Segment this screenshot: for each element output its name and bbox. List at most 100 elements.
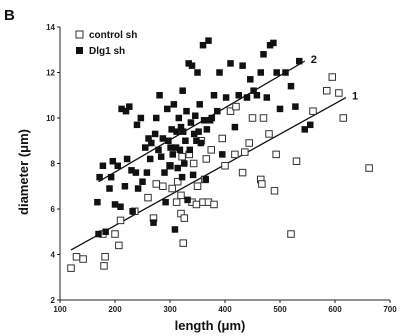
control-point bbox=[238, 168, 247, 177]
dlg1-point bbox=[235, 92, 242, 99]
y-ticks: 2 4 6 8 10 12 14 bbox=[46, 23, 60, 305]
y-tick-label: 6 bbox=[51, 205, 56, 214]
dlg1-point bbox=[117, 203, 124, 210]
control-point bbox=[259, 114, 268, 122]
dlg1-point bbox=[273, 69, 280, 76]
dlg1-point bbox=[214, 107, 221, 115]
dlg1-point bbox=[253, 92, 261, 99]
control-point bbox=[287, 230, 295, 238]
control-point bbox=[218, 134, 226, 143]
dlg1-point bbox=[219, 151, 226, 158]
control-point bbox=[258, 180, 266, 188]
control-point bbox=[144, 193, 152, 202]
dlg1-point bbox=[165, 137, 172, 144]
control-point bbox=[202, 155, 211, 163]
legend-label-control: control sh bbox=[89, 30, 137, 41]
dlg1-point bbox=[164, 105, 171, 113]
dlg1-point bbox=[227, 60, 234, 67]
control-point bbox=[339, 114, 347, 122]
y-tick-label: 2 bbox=[51, 296, 56, 305]
dlg1-point bbox=[167, 144, 174, 151]
control-point bbox=[335, 89, 343, 97]
dlg1-point bbox=[193, 137, 200, 144]
dlg1-point bbox=[178, 173, 186, 181]
control-point bbox=[100, 262, 108, 270]
control-point bbox=[177, 191, 185, 200]
control-point bbox=[116, 216, 125, 225]
dlg1-point bbox=[161, 169, 168, 176]
dlg1-point bbox=[200, 117, 208, 124]
control-point bbox=[309, 107, 317, 115]
dlg1-point bbox=[250, 87, 257, 94]
dlg1-point bbox=[202, 176, 209, 183]
dlg1-point bbox=[153, 114, 160, 122]
dlg1-point bbox=[231, 123, 239, 131]
dlg1-point bbox=[179, 128, 187, 135]
dlg1-point bbox=[151, 130, 159, 138]
dlg1-point bbox=[182, 137, 189, 144]
dlg1-point bbox=[282, 69, 289, 76]
dlg1-point bbox=[102, 228, 109, 235]
x-tick-label: 600 bbox=[328, 305, 342, 314]
dlg1-point bbox=[133, 121, 141, 129]
dlg1-point bbox=[205, 37, 212, 44]
dlg1-point bbox=[155, 146, 162, 154]
legend-label-dlg1: Dlg1 sh bbox=[89, 46, 125, 57]
dlg1-point bbox=[292, 103, 299, 110]
control-point bbox=[221, 162, 229, 170]
dlg1-point bbox=[195, 128, 202, 135]
data-points bbox=[67, 37, 373, 272]
control-point bbox=[179, 239, 187, 247]
control-point bbox=[115, 241, 123, 250]
control-point bbox=[232, 102, 240, 111]
x-ticks: 100 200 300 400 500 600 700 bbox=[53, 300, 397, 314]
dlg1-point bbox=[287, 82, 295, 90]
dlg1-point bbox=[123, 155, 131, 163]
dlg1-point bbox=[199, 41, 207, 49]
dlg1-point bbox=[132, 169, 140, 176]
control-point bbox=[192, 200, 201, 209]
control-point bbox=[248, 114, 257, 122]
y-tick-label: 4 bbox=[51, 251, 56, 260]
dlg1-point bbox=[169, 151, 176, 158]
dlg1-point bbox=[210, 92, 218, 99]
x-tick-label: 300 bbox=[163, 305, 177, 314]
dlg1-point bbox=[189, 171, 197, 179]
dlg1-point bbox=[175, 114, 183, 122]
dlg1-point bbox=[184, 196, 191, 204]
dlg1-point bbox=[179, 87, 186, 94]
control-point bbox=[101, 253, 109, 261]
x-tick-label: 700 bbox=[383, 305, 397, 314]
panel-label: B bbox=[4, 7, 15, 24]
dlg1-point bbox=[94, 198, 101, 206]
control-point bbox=[72, 253, 81, 261]
dlg1-point bbox=[263, 94, 271, 101]
dlg1-point bbox=[170, 101, 178, 108]
y-tick-label: 10 bbox=[46, 114, 55, 123]
y-tick-label: 8 bbox=[51, 160, 56, 169]
control-point bbox=[245, 139, 253, 147]
dlg1-point bbox=[276, 105, 284, 113]
dlg1-point bbox=[186, 146, 194, 154]
dlg1-point bbox=[128, 167, 135, 174]
control-point bbox=[265, 130, 273, 138]
control-point bbox=[328, 73, 336, 81]
legend-marker-control bbox=[75, 30, 84, 39]
dlg1-point bbox=[166, 162, 174, 170]
dlg1-point bbox=[260, 51, 267, 58]
dlg1-point bbox=[156, 92, 163, 99]
dlg1-point bbox=[150, 219, 157, 226]
dlg1-point bbox=[157, 153, 165, 160]
dlg1-point bbox=[118, 105, 125, 113]
control-point bbox=[226, 107, 235, 115]
fit-line-label: 2 bbox=[311, 54, 317, 66]
dlg1-point bbox=[172, 144, 180, 151]
x-tick-label: 100 bbox=[53, 305, 67, 314]
dlg1-point bbox=[190, 130, 198, 138]
control-point bbox=[79, 255, 87, 263]
control-point bbox=[193, 182, 202, 190]
dlg1-point bbox=[187, 119, 195, 126]
control-point bbox=[292, 157, 301, 165]
dlg1-point bbox=[148, 139, 155, 147]
